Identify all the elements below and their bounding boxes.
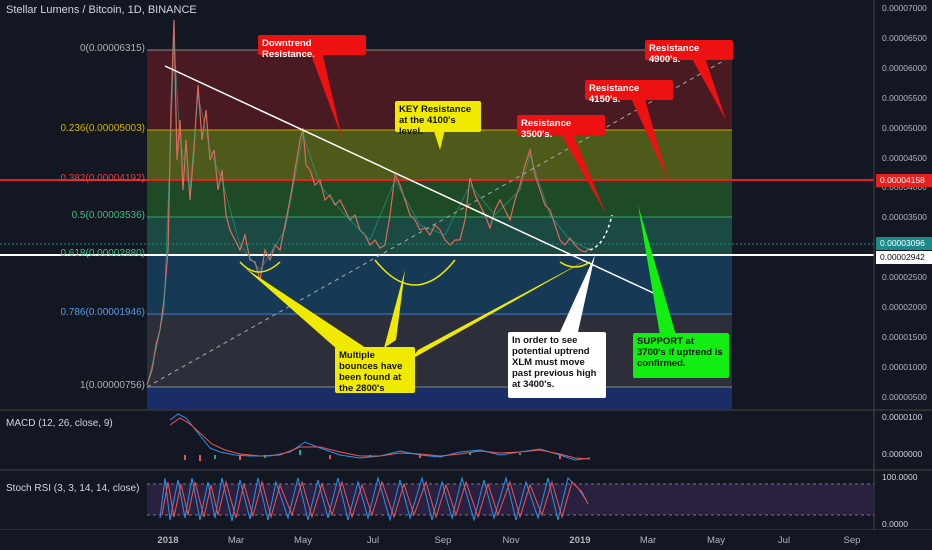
time-tick-label: Mar bbox=[639, 535, 657, 546]
fib-label: 0.618(0.00002880) bbox=[60, 248, 145, 259]
callout-pointers bbox=[245, 52, 726, 365]
stoch-panel bbox=[147, 476, 874, 522]
stoch-label[interactable]: Stoch RSI (3, 3, 14, 14, close) bbox=[6, 483, 140, 494]
price-tick-label: 0.00000500 bbox=[882, 391, 927, 402]
annotation-downtrend[interactable]: Downtrend Resistance. bbox=[258, 35, 366, 60]
price-tick-label: 0.00006500 bbox=[882, 32, 927, 43]
annotation-resistance-4900[interactable]: Resistance 4900's. bbox=[645, 40, 733, 65]
price-tick-label: 0.00006000 bbox=[882, 62, 927, 73]
price-tick-label: 0.00001500 bbox=[882, 331, 927, 342]
fib-label: 1(0.00000756) bbox=[79, 380, 145, 391]
fib-label: 0.5(0.00003536) bbox=[71, 210, 145, 221]
time-tick-label: Sep bbox=[434, 535, 452, 546]
price-tag: 0.00002942 bbox=[876, 251, 932, 264]
price-tick-label: 0.00004500 bbox=[882, 152, 927, 163]
stoch-tick-top: 100.0000 bbox=[882, 472, 918, 482]
time-tick-label: Nov bbox=[502, 535, 520, 546]
annotation-resistance-4150[interactable]: Resistance 4150's. bbox=[585, 80, 673, 105]
price-tag: 0.00003096 bbox=[876, 237, 932, 250]
annotation-uptrend[interactable]: In order to see potential uptrend XLM mu… bbox=[508, 332, 606, 398]
time-tick-label: Mar bbox=[227, 535, 245, 546]
fib-label: 0(0.00006315) bbox=[79, 43, 145, 54]
fib-label: 0.236(0.00005003) bbox=[60, 123, 145, 134]
annotation-key-resistance[interactable]: KEY Resistance at the 4100's level. bbox=[395, 101, 481, 137]
macd-panel bbox=[169, 413, 591, 461]
price-tick-label: 0.00001000 bbox=[882, 361, 927, 372]
time-tick-label: 2018 bbox=[157, 535, 179, 546]
price-series bbox=[146, 19, 591, 386]
fib-zone-0382-05 bbox=[147, 180, 732, 217]
annotation-resistance-3500[interactable]: Resistance 3500's. bbox=[517, 115, 605, 140]
price-tick-label: 0.00005500 bbox=[882, 92, 927, 103]
bounce-arcs bbox=[239, 259, 591, 286]
price-tick-label: 0.00004000 bbox=[882, 182, 927, 193]
fib-zone-0618-0786 bbox=[147, 255, 732, 314]
fib-lines bbox=[0, 49, 874, 388]
time-tick-label: May bbox=[294, 535, 312, 546]
price-tick-label: 0.00002500 bbox=[882, 272, 927, 283]
uptrend-dashed-line[interactable] bbox=[146, 59, 726, 388]
macd-label[interactable]: MACD (12, 26, close, 9) bbox=[6, 418, 113, 429]
fib-label: 0.382(0.00004192) bbox=[60, 173, 145, 184]
price-tick-label: 0.00003500 bbox=[882, 212, 927, 223]
time-tick-label: May bbox=[707, 535, 725, 546]
macd-tick-zero: 0.0000000 bbox=[882, 449, 923, 459]
time-tick-label: Jul bbox=[777, 535, 791, 546]
projection-arrows bbox=[589, 214, 613, 251]
price-tick-label: 0.00002000 bbox=[882, 302, 927, 312]
fib-zone-below-1 bbox=[147, 387, 732, 409]
time-tick-label: Jul bbox=[366, 535, 380, 546]
price-tick-label: 0.00007000 bbox=[882, 3, 927, 13]
downtrend-line[interactable] bbox=[164, 65, 663, 298]
price-tag: 0.00004158 bbox=[876, 174, 932, 187]
time-tick-label: Sep bbox=[843, 535, 861, 546]
fib-label: 0.786(0.00001946) bbox=[60, 307, 145, 318]
stoch-tick-bottom: 0.0000 bbox=[882, 519, 908, 529]
annotation-bounces[interactable]: Multiple bounces have been found at the … bbox=[335, 347, 415, 393]
macd-tick-top: 0.0000100 bbox=[882, 412, 923, 422]
time-tick-label: 2019 bbox=[569, 535, 591, 546]
annotation-support[interactable]: SUPPORT at 3700's if uptrend is confirme… bbox=[633, 333, 729, 378]
chart-title: Stellar Lumens / Bitcoin, 1D, BINANCE bbox=[6, 4, 197, 16]
price-tick-label: 0.00005000 bbox=[882, 122, 927, 133]
